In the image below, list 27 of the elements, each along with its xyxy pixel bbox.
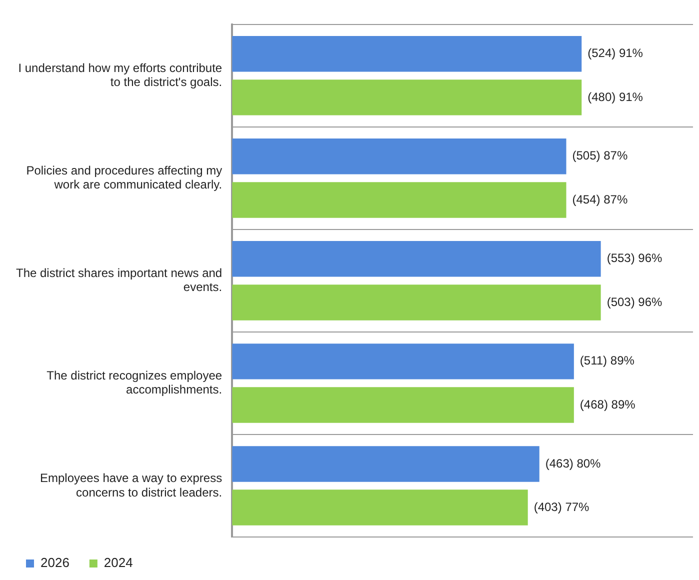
bar [232,182,566,218]
y-tick-label: I understand how my efforts contribute to the district's goals. [18,60,222,90]
bar [232,490,528,526]
bar [232,36,582,72]
data-label: (480) 91% [588,90,644,104]
bar [232,241,601,277]
y-tick-label: The district recognizes employee accomplishments. [46,368,222,397]
legend-label: 2026 [40,555,70,570]
legend-label: 2024 [104,555,133,570]
bar [232,80,582,116]
data-label: (468) 89% [580,397,636,412]
y-tick-label: Policies and procedures affecting my work are communicated clearly. [26,163,222,192]
data-label: (505) 87% [572,148,628,163]
data-label: (403) 77% [534,500,590,514]
bar [232,138,566,174]
data-label: (454) 87% [572,192,628,206]
data-label: (503) 96% [606,294,663,309]
y-tick-label: Employees have a way to express concerns to district leaders. [40,470,222,500]
data-label: (463) 80% [545,456,602,470]
bar [232,344,574,380]
data-label: (553) 96% [606,251,663,266]
data-label: (511) 89% [580,354,635,368]
y-tick-label: The district shares important news and events. [16,266,222,294]
bar [232,284,601,320]
bar [232,387,574,423]
data-label: (524) 91% [588,46,644,60]
bar [232,446,540,482]
